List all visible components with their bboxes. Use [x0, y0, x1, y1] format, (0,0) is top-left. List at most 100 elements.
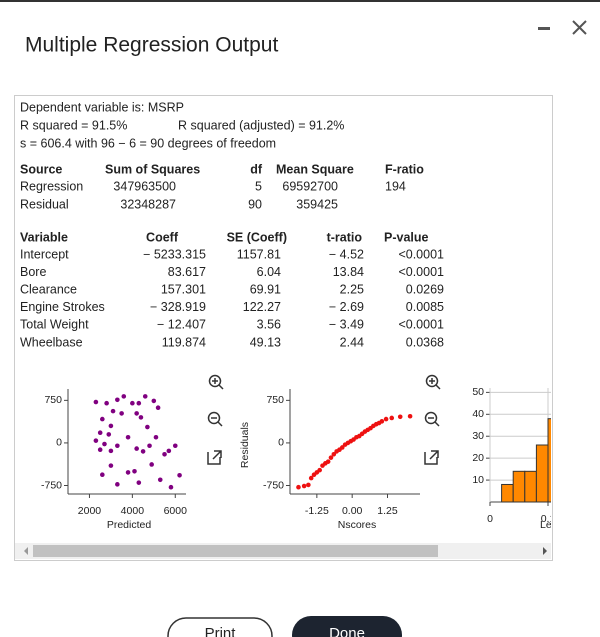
coef-cell: − 2.69	[329, 300, 364, 314]
y-tick-label: 10	[472, 474, 484, 486]
output-content: Dependent variable is: MSRP R squared = 9…	[4, 100, 584, 531]
point	[125, 470, 131, 475]
coef-cell: <0.0001	[398, 247, 444, 261]
coef-cell: − 12.407	[157, 318, 206, 332]
point	[104, 400, 109, 406]
window-title: Multiple Regression Output	[25, 34, 278, 57]
x-tick-label: 2000	[78, 505, 102, 517]
point	[106, 432, 112, 437]
coef-cell: 13.84	[333, 265, 364, 279]
point	[151, 398, 157, 404]
y-tick-label: 20	[472, 452, 484, 464]
point	[142, 394, 148, 399]
x-tick-label: 0	[487, 513, 493, 525]
point	[155, 405, 161, 411]
point	[331, 451, 337, 457]
point	[140, 449, 146, 454]
anova-cell: 5	[255, 179, 262, 193]
coef-header: Coeff	[146, 230, 179, 244]
coef-cell: 1157.81	[237, 247, 281, 261]
x-tick-label: 0.00	[342, 505, 363, 517]
anova-cell: 32348287	[120, 197, 176, 211]
done-button[interactable]	[292, 616, 402, 637]
y-tick-label: 30	[472, 430, 484, 442]
zoom-in-icon[interactable]	[208, 374, 224, 390]
print-button[interactable]	[167, 617, 273, 637]
y-tick-label: 40	[472, 408, 484, 420]
coef-cell: 122.27	[243, 300, 281, 314]
y-tick-label: -750	[263, 479, 284, 491]
point	[115, 482, 120, 487]
point	[153, 434, 159, 440]
point	[162, 451, 167, 457]
y-axis-label: Residuals	[4, 422, 16, 468]
anova-cell: Regression	[20, 179, 83, 193]
expand-icon[interactable]	[207, 450, 222, 465]
point	[407, 413, 413, 419]
coef-cell: 49.13	[250, 335, 281, 349]
x-tick-label: -1.25	[305, 505, 329, 517]
zoom-in-icon[interactable]	[425, 374, 441, 390]
scroll-left[interactable]	[24, 547, 28, 555]
x-axis-label: Predicted	[107, 519, 152, 531]
coef-cell: 3.56	[257, 318, 281, 332]
point	[132, 468, 137, 474]
coef-cell: 0.0368	[406, 335, 444, 349]
coef-cell: 2.25	[340, 282, 364, 296]
x-axis-label: Nscores	[338, 519, 377, 531]
x-tick-label: 0.1	[541, 513, 556, 525]
point	[97, 447, 103, 453]
y-tick-label: 0	[278, 437, 284, 449]
summary-line: R squared (adjusted) = 91.2%	[178, 118, 344, 132]
y-axis-label: Residuals	[239, 422, 251, 468]
point	[102, 441, 107, 447]
close-button[interactable]	[572, 20, 587, 35]
coef-cell: 0.0269	[406, 282, 444, 296]
coef-header: Variable	[20, 230, 68, 244]
histogram-bar	[547, 418, 551, 503]
point	[110, 408, 116, 414]
point	[296, 484, 301, 490]
point	[339, 445, 345, 450]
point	[134, 446, 139, 451]
scrollbar-thumb[interactable]	[33, 545, 438, 557]
anova-header: Sum of Squares	[105, 162, 200, 176]
point	[166, 448, 172, 454]
point	[130, 400, 135, 406]
coef-cell: Total Weight	[20, 318, 89, 332]
point	[168, 484, 174, 490]
anova-header: Source	[20, 162, 62, 176]
zoom-out-icon[interactable]	[207, 411, 223, 427]
point	[115, 443, 120, 449]
x-tick-label: 4000	[121, 505, 145, 517]
coef-cell: 157.301	[161, 282, 206, 296]
x-axis-label: Leverage	[540, 519, 584, 531]
histogram-bar	[512, 470, 526, 503]
anova-cell: 359425	[296, 197, 338, 211]
anova-cell: Residual	[20, 197, 69, 211]
coef-cell: 0.0085	[406, 300, 444, 314]
expand-icon[interactable]	[424, 450, 439, 465]
coef-cell: − 4.52	[329, 247, 364, 261]
point	[397, 414, 403, 420]
point	[325, 459, 331, 464]
coef-cell: <0.0001	[398, 265, 444, 279]
coef-cell: <0.0001	[398, 318, 444, 332]
point	[136, 480, 142, 485]
y-tick-label: -750	[41, 479, 62, 491]
anova-header: df	[250, 162, 263, 176]
point	[172, 443, 178, 449]
point	[100, 472, 105, 478]
anova-cell: 194	[385, 179, 406, 193]
anova-cell: 69592700	[282, 179, 338, 193]
y-tick-label: 750	[44, 394, 62, 406]
coef-header: P-value	[384, 230, 429, 244]
coef-cell: 83.617	[168, 265, 206, 279]
done-label[interactable]: Done	[329, 625, 365, 637]
print-label[interactable]: Print	[205, 625, 237, 637]
scroll-right[interactable]	[543, 547, 547, 555]
zoom-out-icon[interactable]	[424, 411, 440, 427]
point	[379, 419, 385, 424]
y-tick-label: 750	[266, 394, 284, 406]
minimize-button[interactable]	[538, 27, 550, 30]
